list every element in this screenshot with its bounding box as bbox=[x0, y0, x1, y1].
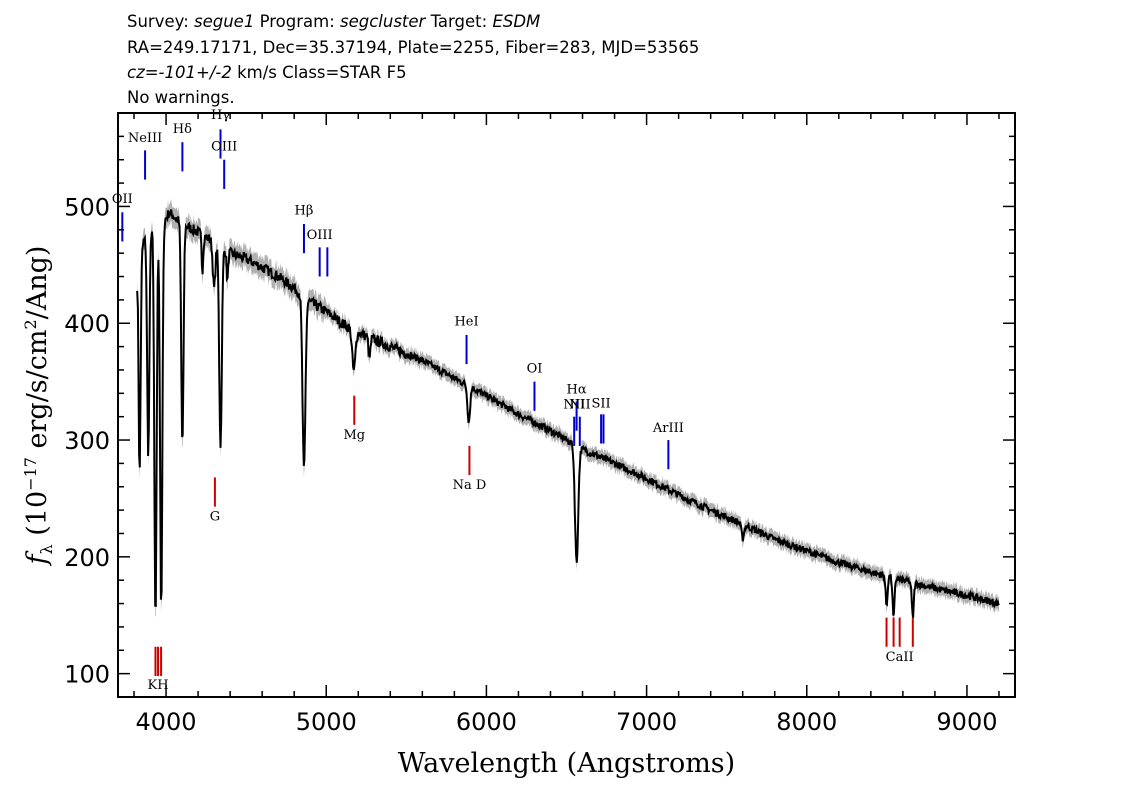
emission-line-label: OIII bbox=[211, 139, 237, 154]
survey-name: segue1 bbox=[194, 12, 255, 31]
x-axis: 4000 5000 6000 7000 8000 9000 bbox=[133, 113, 1000, 736]
x-tick-label: 5000 bbox=[296, 708, 357, 736]
x-tick-label: 8000 bbox=[776, 708, 837, 736]
y-tick-label: 400 bbox=[64, 310, 110, 338]
x-tick-label: 6000 bbox=[456, 708, 517, 736]
y-title-sub: λ bbox=[37, 544, 56, 554]
absorption-line-label: Na D bbox=[453, 478, 487, 493]
absorption-line-label: G bbox=[210, 510, 220, 525]
absorption-line-label: Mg bbox=[343, 428, 365, 443]
header-line-2: RA=249.17171, Dec=35.37194, Plate=2255, … bbox=[127, 38, 700, 57]
class-text: km/s Class=STAR F5 bbox=[231, 63, 407, 82]
y-axis-title: fλ (10−17 erg/s/cm2/Ang) bbox=[21, 246, 56, 567]
emission-line-label: SII bbox=[592, 396, 611, 411]
spectrum-series bbox=[136, 209, 1000, 619]
emission-line-label: NII bbox=[563, 398, 585, 413]
header-line-1: Survey: segue1 Program: segcluster Targe… bbox=[127, 12, 540, 31]
program-name: segcluster bbox=[340, 12, 426, 31]
x-tick-label: 4000 bbox=[136, 708, 197, 736]
emission-line-label: Hα bbox=[567, 382, 587, 397]
y-tick-label: 100 bbox=[64, 661, 110, 689]
y-tick-label: 300 bbox=[64, 427, 110, 455]
absorption-line-label: KH bbox=[148, 678, 169, 693]
emission-line-label: Hγ bbox=[211, 108, 230, 123]
emission-line-label: Hδ bbox=[173, 122, 192, 137]
plot-frame bbox=[117, 112, 1016, 698]
y-axis: 100 200 300 400 500 bbox=[64, 135, 1015, 689]
y-tick-label: 500 bbox=[64, 193, 110, 221]
x-axis-title: Wavelength (Angstroms) bbox=[398, 748, 735, 779]
y-title-f: f bbox=[22, 550, 53, 566]
emission-line-label: OII bbox=[112, 192, 133, 207]
y-title-c: /Ang) bbox=[22, 246, 53, 320]
emission-line-label: OIII bbox=[307, 228, 333, 243]
program-prefix: Program: bbox=[254, 12, 340, 31]
spectrum-line bbox=[136, 209, 1000, 619]
emission-line-label: HeI bbox=[454, 315, 478, 330]
y-tick-label: 200 bbox=[64, 544, 110, 572]
header-line-3: cz=-101+/-2 km/s Class=STAR F5 bbox=[127, 63, 407, 82]
emission-line-label: OI bbox=[527, 361, 543, 376]
target-prefix: Target: bbox=[425, 12, 493, 31]
emission-line-label: ArIII bbox=[652, 421, 684, 436]
target-name: ESDM bbox=[492, 12, 541, 31]
y-title-exp1: −17 bbox=[21, 457, 40, 491]
emission-line-label: Hβ bbox=[295, 204, 314, 219]
cz-value: cz=-101+/-2 bbox=[127, 63, 232, 82]
absorption-line-label: CaII bbox=[886, 650, 914, 665]
x-tick-label: 7000 bbox=[616, 708, 677, 736]
y-title-exp2: 2 bbox=[21, 319, 40, 329]
x-tick-label: 9000 bbox=[936, 708, 997, 736]
header-line-4: No warnings. bbox=[127, 88, 235, 107]
emission-line-label: NII bbox=[569, 398, 591, 413]
y-title-a: (10 bbox=[22, 491, 53, 544]
survey-prefix: Survey: bbox=[127, 12, 194, 31]
emission-line-label: NeIII bbox=[128, 131, 162, 146]
y-title-b: erg/s/cm bbox=[22, 330, 53, 458]
